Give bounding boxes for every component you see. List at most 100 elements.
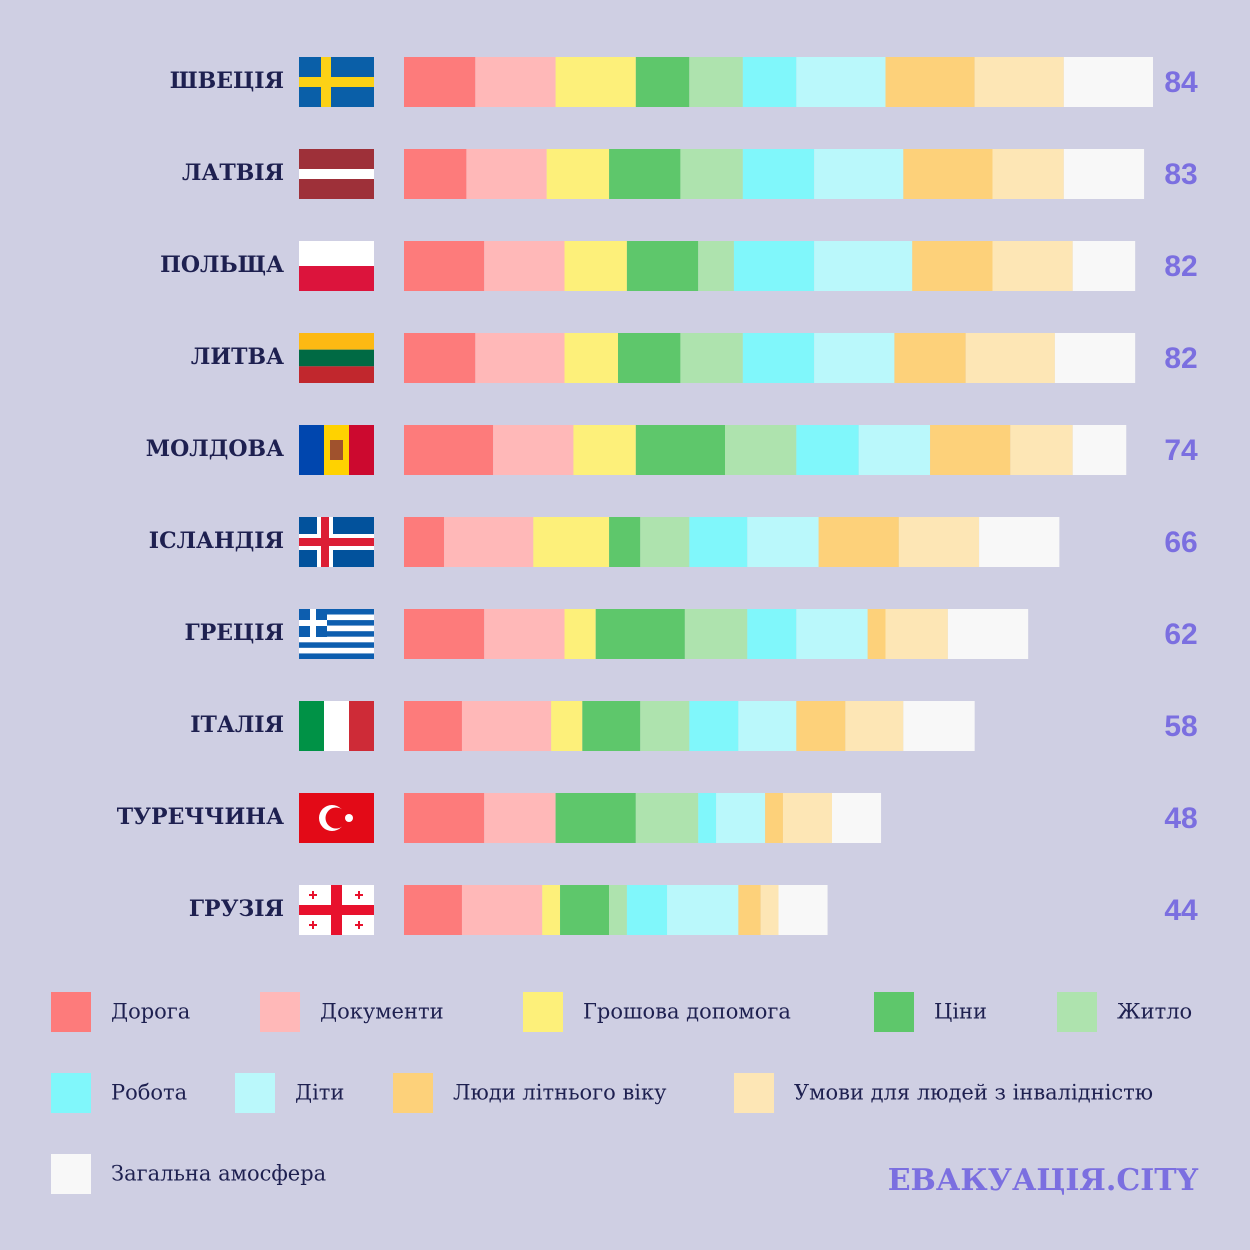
bar-segment (1054, 333, 1136, 383)
flag-part (349, 425, 374, 475)
flag (299, 57, 374, 107)
bar-segment (542, 885, 561, 935)
total-label: 84 (1164, 66, 1198, 99)
flag-part (330, 440, 343, 460)
flag (299, 793, 374, 843)
bar-segment (912, 241, 993, 291)
bar-segment (796, 425, 859, 475)
bar-segment (533, 517, 610, 567)
bar-segment (1063, 57, 1153, 107)
bar-segment (733, 241, 815, 291)
flag-part (299, 701, 324, 751)
bar-segment (738, 885, 761, 935)
flag (299, 701, 374, 751)
flag-part (299, 625, 374, 632)
bar-segment (609, 885, 627, 935)
flag-part (299, 149, 374, 159)
flag-part (299, 620, 327, 626)
bar-segment (551, 701, 583, 751)
bar-segment (484, 241, 565, 291)
bar-segment (698, 793, 717, 843)
bar-segment (609, 149, 681, 199)
bar-segment (444, 517, 534, 567)
bar-segment (992, 149, 1064, 199)
legend-label: Робота (111, 1081, 187, 1105)
bar-segment (564, 241, 627, 291)
flag-part (299, 366, 374, 383)
bar-segment (845, 701, 904, 751)
bar-segment (782, 793, 832, 843)
bar-segment (466, 149, 547, 199)
flag-part (299, 538, 374, 546)
legend-label: Житло (1117, 1000, 1192, 1024)
bar-segment (689, 57, 743, 107)
country-label: ІТАЛІЯ (190, 712, 284, 738)
bar-segment (475, 333, 565, 383)
flag-part (358, 921, 360, 929)
flag-part (299, 349, 374, 367)
flag-part (299, 653, 374, 659)
bar-segment (555, 793, 636, 843)
flag (299, 425, 374, 475)
bar-segment (626, 241, 699, 291)
flag-part (299, 189, 374, 199)
bar-segment (796, 701, 846, 751)
bar-segment (564, 609, 596, 659)
legend-swatch (51, 992, 91, 1032)
bar-segment (484, 793, 556, 843)
legend-swatch (734, 1073, 774, 1113)
bar-segment (404, 57, 476, 107)
bar-segment (689, 517, 748, 567)
country-label: ЛАТВІЯ (182, 160, 284, 186)
legend-label: Ціни (934, 1000, 987, 1024)
bar-segment (818, 517, 899, 567)
legend-swatch (51, 1073, 91, 1113)
bar-segment (618, 333, 681, 383)
flag-part (349, 701, 374, 751)
flag (299, 149, 374, 199)
bar-segment (885, 57, 975, 107)
bar-segment (796, 57, 886, 107)
bar-segment (742, 149, 815, 199)
bar-segment (484, 609, 565, 659)
flag-part (299, 159, 374, 169)
flag-part (299, 333, 374, 350)
bar-segment (867, 609, 886, 659)
bar-segment (903, 701, 975, 751)
flag-part (358, 891, 360, 899)
bar-segment (894, 333, 966, 383)
flag-part (312, 891, 314, 899)
bar-segment (796, 609, 868, 659)
bar-segment (992, 241, 1073, 291)
total-label: 82 (1164, 342, 1197, 375)
flag-part (299, 77, 374, 87)
bar-segment (640, 701, 690, 751)
flag (299, 885, 374, 935)
bar-segment (898, 517, 980, 567)
legend-swatch (51, 1154, 91, 1194)
legend-swatch (523, 992, 563, 1032)
legend-label: Діти (295, 1081, 344, 1105)
legend-swatch (260, 992, 300, 1032)
legend-swatch (393, 1073, 433, 1113)
bar-segment (475, 57, 556, 107)
total-label: 82 (1164, 250, 1197, 283)
flag-part (325, 807, 347, 829)
legend-swatch (874, 992, 914, 1032)
flag (299, 333, 374, 383)
bar-segment (742, 57, 797, 107)
bar-segment (461, 701, 552, 751)
flag-part (345, 814, 353, 822)
flag-part (324, 701, 349, 751)
country-label: ГРЕЦІЯ (185, 620, 284, 646)
flag-part (299, 642, 374, 648)
bar-segment (626, 885, 668, 935)
bar-segment (1063, 149, 1145, 199)
bar-segment (635, 793, 699, 843)
bar-segment (684, 609, 748, 659)
flag (299, 517, 374, 567)
bar-segment (595, 609, 685, 659)
flag-part (299, 241, 374, 266)
country-label: ІСЛАНДІЯ (149, 528, 284, 554)
